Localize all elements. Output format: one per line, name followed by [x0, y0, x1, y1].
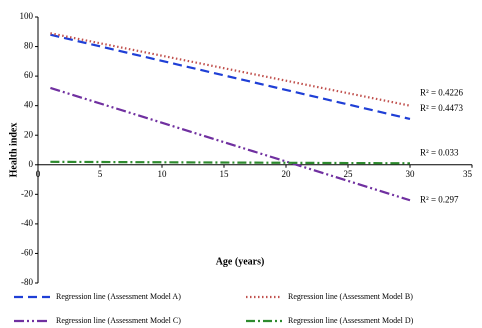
x-tick-label: 15 [220, 169, 230, 179]
legend-label: Regression line (Assessment Model C) [56, 316, 181, 325]
x-tick-label: 25 [344, 169, 354, 179]
y-tick-label: -80 [21, 277, 33, 287]
y-axis-label: Health index [8, 123, 19, 178]
x-tick-label: 10 [158, 169, 168, 179]
y-tick-label: 0 [29, 159, 34, 169]
y-tick-label: 40 [24, 100, 34, 110]
x-tick-label: 35 [463, 169, 473, 179]
y-tick-label: 20 [24, 129, 34, 139]
legend-label: Regression line (Assessment Model D) [288, 316, 414, 325]
series-line [50, 32, 411, 107]
legend-label: Regression line (Assessment Model A) [56, 292, 181, 301]
series-line [50, 86, 411, 202]
series-line [50, 160, 411, 165]
y-tick-label: 80 [24, 41, 34, 51]
y-tick-label: -40 [21, 218, 33, 228]
r2-annotation: R² = 0.4226 [420, 88, 464, 98]
x-tick-label: 5 [98, 169, 103, 179]
y-tick-label: -60 [21, 248, 33, 258]
x-axis-label: Age (years) [216, 256, 265, 267]
legend-label: Regression line (Assessment Model B) [288, 292, 413, 301]
x-tick-label: 0 [36, 169, 41, 179]
r2-annotation: R² = 0.033 [420, 147, 459, 157]
x-tick-label: 30 [406, 169, 416, 179]
r2-annotation: R² = 0.4473 [420, 103, 464, 113]
y-tick-label: 100 [20, 11, 34, 21]
r2-annotation: R² = 0.297 [420, 194, 459, 204]
y-tick-label: -20 [21, 188, 33, 198]
y-tick-label: 60 [24, 70, 34, 80]
series-line [50, 33, 411, 121]
x-tick-label: 20 [282, 169, 292, 179]
